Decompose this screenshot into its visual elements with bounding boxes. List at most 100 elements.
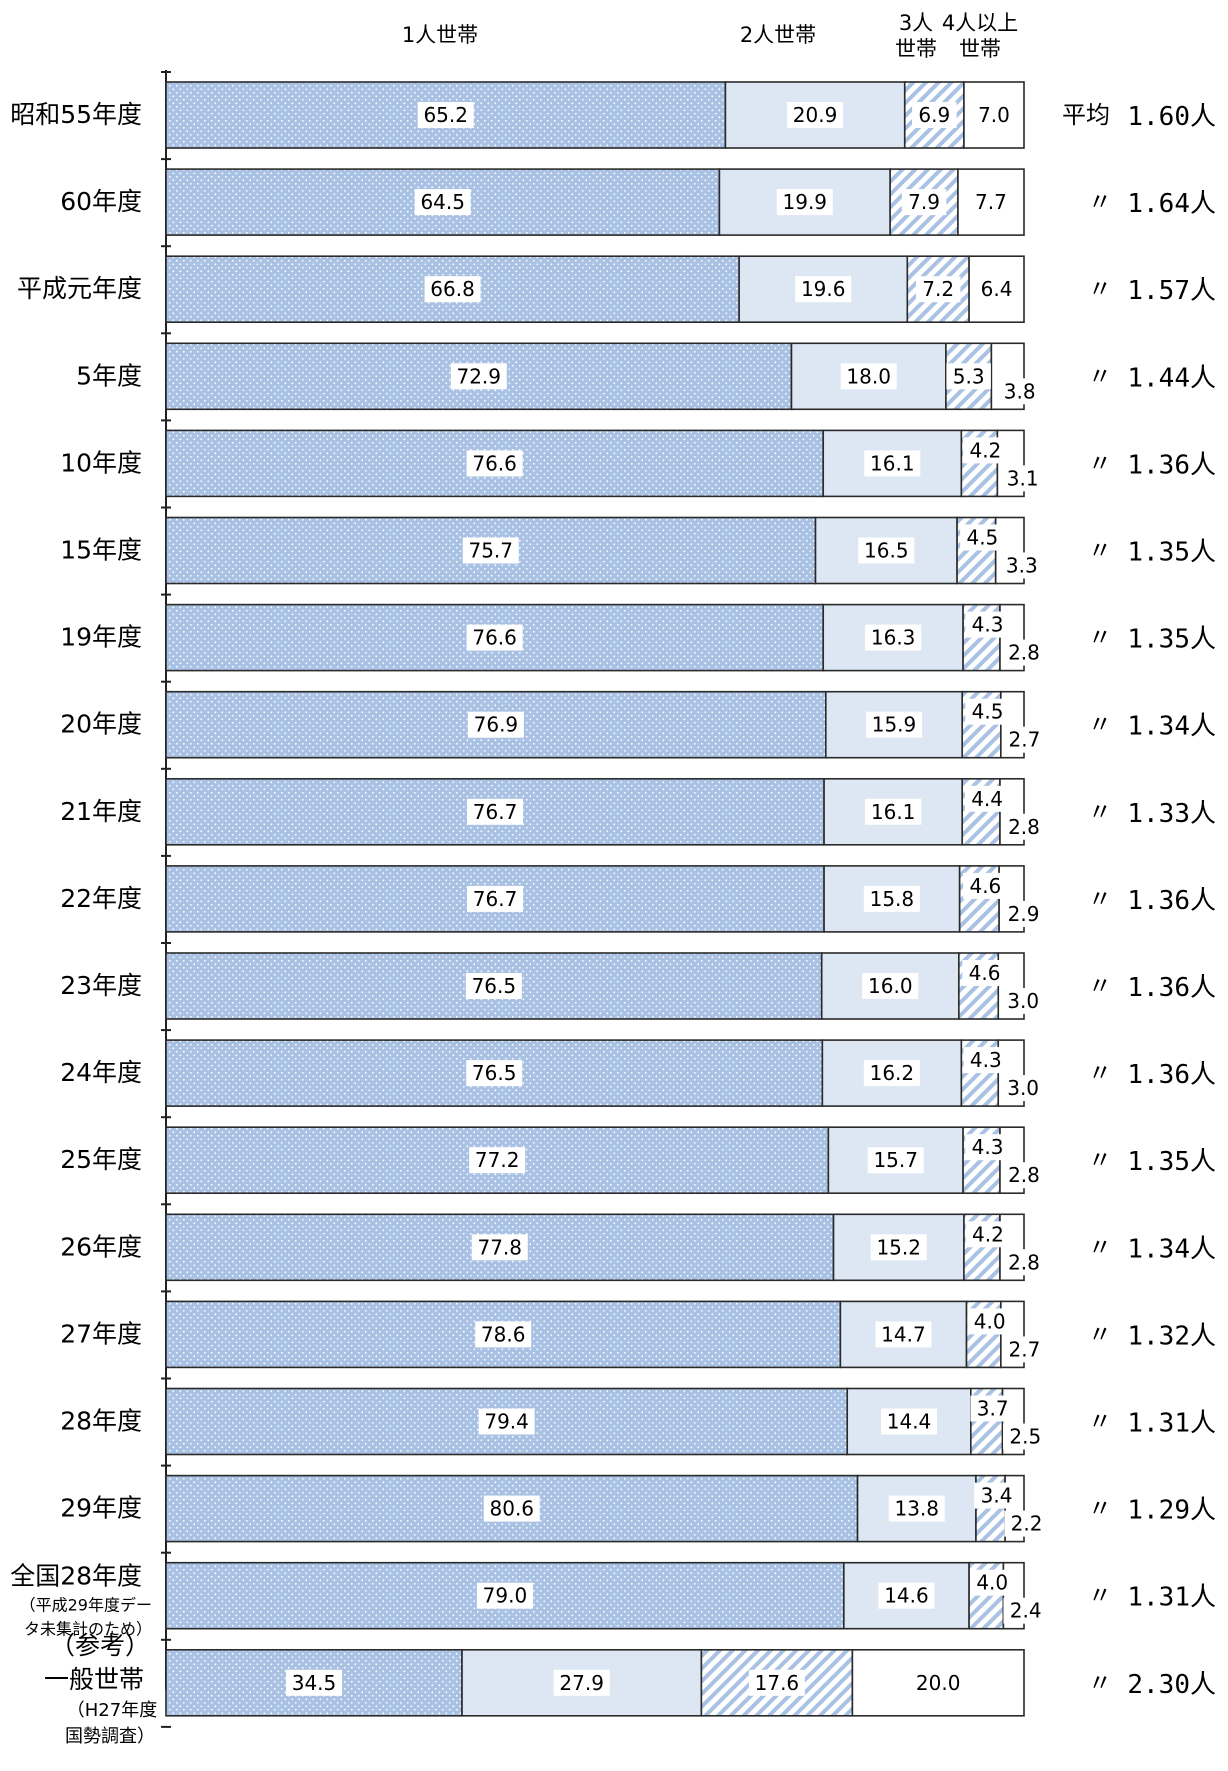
row-label-7: 19年度 xyxy=(60,623,142,652)
data-label-bg-9-2 xyxy=(865,798,922,825)
data-label-11-4: 3.0 xyxy=(1007,989,1039,1013)
data-label-18-3: 4.0 xyxy=(976,1571,1008,1595)
data-label-7-2: 16.3 xyxy=(871,626,916,650)
data-label-6-2: 16.5 xyxy=(864,539,909,563)
data-label-1-3: 6.9 xyxy=(918,103,950,127)
data-label-13-4: 2.8 xyxy=(1008,1163,1040,1187)
data-label-15-2: 14.7 xyxy=(881,1322,926,1346)
bar-row-13: 77.2 15.7 4.32.8 xyxy=(165,1126,1047,1194)
data-label-9-4: 2.8 xyxy=(1008,815,1040,839)
data-label-2-1: 64.5 xyxy=(420,190,465,214)
data-label-12-1: 76.5 xyxy=(472,1061,517,1085)
data-label-bg-2-2 xyxy=(776,189,833,216)
data-label-bg-13-1 xyxy=(469,1147,526,1174)
data-label-bg-4-2 xyxy=(840,363,897,390)
data-label-3-3: 7.2 xyxy=(922,277,954,301)
data-label-bg-12-3 xyxy=(963,1047,1009,1074)
data-label-19-2: 27.9 xyxy=(559,1671,604,1695)
bar-row-14: 77.8 15.2 4.22.8 xyxy=(165,1213,1047,1282)
data-label-12-3: 4.3 xyxy=(970,1048,1002,1072)
data-label-bg-14-4 xyxy=(1001,1249,1047,1276)
data-label-bg-4-3 xyxy=(946,363,991,390)
data-label-bg-6-2 xyxy=(858,537,915,564)
data-label-bg-8-2 xyxy=(866,711,923,738)
data-label-bg-13-4 xyxy=(1001,1162,1047,1189)
avg-value-1: 1.60人 xyxy=(1127,102,1216,132)
legend-label-2-line-1: 2人世帯 xyxy=(740,23,816,47)
data-label-bg-6-4 xyxy=(999,552,1045,579)
data-label-bg-19-4 xyxy=(910,1669,967,1696)
bar-row-2: 64.5 19.9 7.9 7.7 xyxy=(165,168,1025,236)
data-label-bg-12-1 xyxy=(466,1060,523,1087)
data-label-9-2: 16.1 xyxy=(871,800,916,824)
avg-value-10: 1.36人 xyxy=(1127,886,1216,916)
data-label-bg-17-4 xyxy=(1004,1510,1049,1537)
bar-row-5: 76.6 16.1 4.23.1 xyxy=(165,429,1045,498)
row-label-2: 60年度 xyxy=(60,187,142,216)
data-label-11-1: 76.5 xyxy=(472,974,517,998)
data-label-4-2: 18.0 xyxy=(846,364,891,388)
row-label-14: 26年度 xyxy=(60,1232,142,1261)
data-label-5-1: 76.6 xyxy=(472,451,517,475)
data-label-17-3: 3.4 xyxy=(981,1484,1013,1508)
data-label-bg-7-1 xyxy=(466,624,523,651)
data-label-bg-7-3 xyxy=(965,611,1010,638)
data-label-1-4: 7.0 xyxy=(978,103,1010,127)
row-label-18-line-3: タ未集計のため） xyxy=(24,1620,152,1639)
row-label-5: 10年度 xyxy=(60,448,142,477)
data-label-11-2: 16.0 xyxy=(868,974,913,998)
data-label-bg-18-1 xyxy=(476,1582,533,1609)
data-label-2-3: 7.9 xyxy=(908,190,940,214)
avg-prefix-6: 〃 xyxy=(1088,537,1112,565)
data-label-bg-1-3 xyxy=(912,102,957,128)
bar-row-7: 76.6 16.3 4.32.8 xyxy=(165,603,1047,672)
data-label-bg-3-4 xyxy=(974,276,1019,303)
data-label-bg-19-3 xyxy=(748,1669,805,1696)
bar-row-19: 34.5 27.9 17.6 20.0 xyxy=(165,1649,1025,1717)
data-label-bg-14-3 xyxy=(965,1221,1011,1248)
data-label-8-3: 4.5 xyxy=(972,700,1004,724)
row-label-8: 20年度 xyxy=(60,710,142,739)
data-label-bg-15-3 xyxy=(967,1308,1012,1335)
data-label-bg-13-2 xyxy=(867,1147,924,1174)
data-label-5-2: 16.1 xyxy=(870,451,915,475)
row-label-16: 28年度 xyxy=(60,1407,142,1436)
data-label-12-4: 3.0 xyxy=(1007,1076,1039,1100)
data-label-6-3: 4.5 xyxy=(966,526,998,550)
data-label-bg-11-3 xyxy=(962,960,1007,986)
bar-row-4: 72.9 18.0 5.3 3.8 xyxy=(165,342,1042,411)
data-label-bg-3-2 xyxy=(795,276,852,303)
data-label-bg-10-2 xyxy=(863,885,920,912)
avg-value-17: 1.29人 xyxy=(1127,1496,1216,1526)
bar-row-15: 78.6 14.7 4.02.7 xyxy=(165,1300,1047,1369)
data-label-13-2: 15.7 xyxy=(873,1148,918,1172)
avg-prefix-16: 〃 xyxy=(1088,1408,1112,1436)
data-label-16-4: 2.5 xyxy=(1009,1425,1041,1449)
bar-row-10: 76.7 15.8 4.6 2.9 xyxy=(165,865,1046,933)
data-label-14-2: 15.2 xyxy=(876,1235,921,1259)
legend-label-3-line-1: 3人 xyxy=(899,11,933,35)
bar-row-9: 76.7 16.1 4.42.8 xyxy=(165,777,1047,846)
data-label-bg-5-1 xyxy=(466,450,523,477)
data-label-bg-3-3 xyxy=(915,276,961,303)
avg-value-19: 2.30人 xyxy=(1127,1670,1216,1700)
data-label-bg-12-4 xyxy=(1000,1075,1046,1102)
data-label-15-4: 2.7 xyxy=(1009,1337,1041,1361)
data-label-19-3: 17.6 xyxy=(755,1671,800,1695)
bar-row-1: 65.2 20.9 6.9 7.0 xyxy=(165,81,1025,149)
data-label-bg-18-2 xyxy=(878,1582,935,1609)
data-label-5-4: 3.1 xyxy=(1007,466,1039,490)
row-label-4: 5年度 xyxy=(76,361,142,390)
data-label-bg-12-2 xyxy=(863,1060,920,1087)
data-label-3-2: 19.6 xyxy=(801,277,846,301)
avg-value-4: 1.44人 xyxy=(1127,363,1216,393)
data-label-bg-6-3 xyxy=(960,524,1005,551)
avg-value-9: 1.33人 xyxy=(1127,799,1216,829)
data-label-bg-2-3 xyxy=(901,189,947,216)
data-label-bg-15-2 xyxy=(875,1321,932,1348)
avg-prefix-4: 〃 xyxy=(1088,362,1112,390)
avg-value-8: 1.34人 xyxy=(1127,712,1216,742)
bar-row-17: 80.6 13.8 3.4 2.2 xyxy=(165,1474,1049,1543)
data-label-bg-8-3 xyxy=(965,698,1010,725)
